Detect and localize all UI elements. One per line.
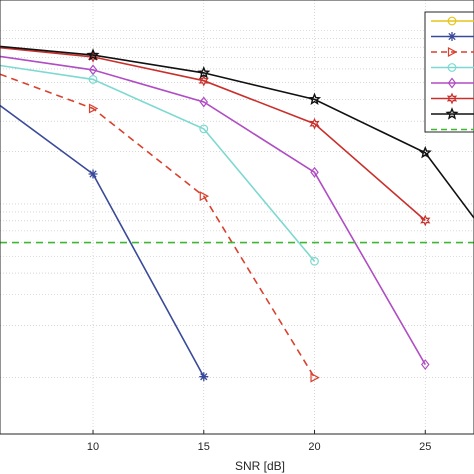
series-line (0, 55, 426, 365)
series-layer (0, 45, 474, 383)
series-line (0, 46, 426, 222)
data-point (88, 103, 99, 114)
data-point (420, 214, 431, 227)
legend-marker (447, 32, 457, 41)
data-point (88, 64, 98, 76)
data-point (310, 166, 319, 178)
data-point (310, 256, 319, 266)
series-line (0, 45, 474, 219)
data-point (199, 96, 209, 108)
x-tick-layer: 10 15 20 25 (87, 430, 431, 453)
data-point (421, 359, 430, 371)
data-point (199, 124, 209, 134)
data-point (199, 191, 210, 202)
legend-marker (446, 92, 458, 105)
series-4 (0, 64, 319, 266)
data-point (197, 66, 211, 79)
legend (424, 11, 474, 133)
grid-layer (0, 0, 474, 434)
series-7 (0, 45, 474, 219)
data-point (418, 145, 432, 159)
data-point (88, 169, 98, 179)
data-point (198, 74, 209, 87)
legend-entry-5 (431, 77, 474, 89)
legend-entry-2 (431, 32, 474, 41)
series-line (0, 73, 316, 379)
data-point (309, 117, 320, 130)
legend-entry-4 (431, 63, 474, 72)
legend-marker (445, 107, 459, 120)
series-line (0, 64, 316, 262)
x-tick-label: 15 (198, 441, 210, 453)
legend-entry-1 (431, 16, 474, 26)
legend-entry-3 (431, 47, 474, 57)
legend-entry-7 (431, 107, 474, 120)
x-tick-label: 20 (308, 441, 320, 453)
plot-frame (0, 0, 474, 435)
x-tick-label: 25 (419, 441, 431, 453)
series-3 (0, 73, 320, 383)
data-point (88, 75, 98, 84)
legend-entry-6 (431, 92, 474, 105)
data-point (310, 372, 320, 383)
series-5 (0, 55, 430, 371)
data-point (86, 48, 100, 61)
axis-layer (0, 0, 474, 435)
legend-marker (447, 16, 457, 26)
series-2 (0, 104, 209, 382)
x-tick-label: 10 (87, 441, 99, 453)
legend-marker (447, 63, 457, 72)
data-point (199, 372, 209, 382)
x-axis-label: SNR [dB] (235, 459, 285, 473)
legend-marker (447, 47, 458, 57)
data-point (307, 92, 322, 105)
legend-marker (447, 77, 457, 89)
